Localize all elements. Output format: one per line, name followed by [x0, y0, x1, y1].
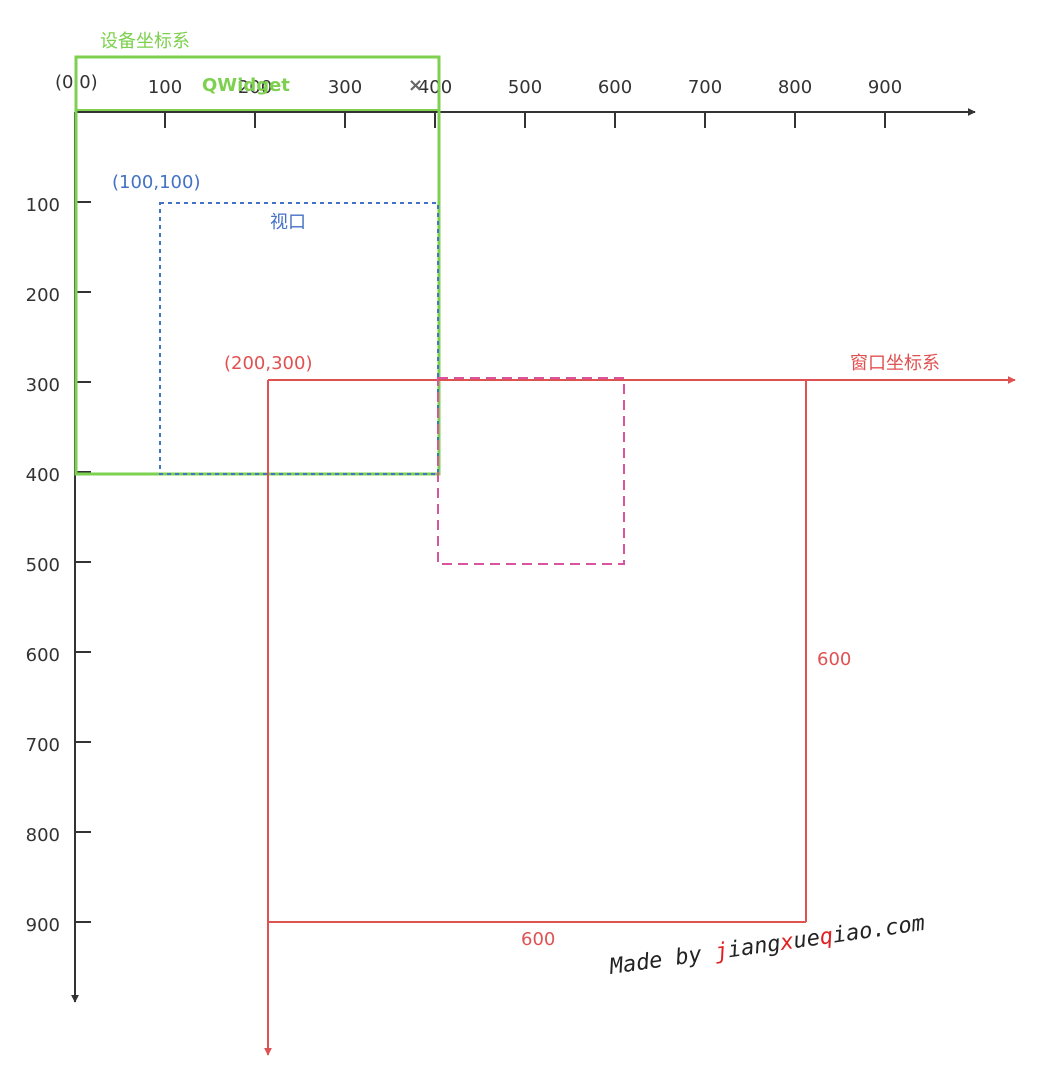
x-tick-label: 200 — [238, 77, 272, 98]
watermark-part: iang — [726, 931, 782, 963]
device-title: 设备坐标系 — [100, 31, 190, 52]
y-tick-label: 800 — [26, 825, 60, 846]
y-tick-label: 900 — [26, 915, 60, 936]
axis-ticks: 100 200 300 400 500 600 700 800 900 100 200 300 400 5… — [26, 77, 903, 936]
window-height: 600 — [817, 649, 851, 670]
x-tick-label: 800 — [778, 77, 812, 98]
y-tick-label: 600 — [26, 645, 60, 666]
window-label: 窗口坐标系 — [850, 353, 940, 374]
x-tick-label: 900 — [868, 77, 902, 98]
window-corner: (200,300) — [224, 353, 312, 374]
x-tick-label: 500 — [508, 77, 542, 98]
viewport-label: 视口 — [270, 212, 306, 233]
x-tick-label: 700 — [688, 77, 722, 98]
watermark-part: j — [713, 939, 730, 966]
watermark-part: ue — [792, 926, 822, 954]
y-tick-label: 500 — [26, 555, 60, 576]
y-tick-label: 100 — [26, 195, 60, 216]
y-tick-label: 400 — [26, 465, 60, 486]
qwidget-frame — [74, 55, 441, 476]
x-tick-label: 400 — [418, 77, 452, 98]
qwidget-title: QWidget — [202, 75, 290, 96]
watermark-part: q — [818, 924, 835, 951]
viewport-corner: (100,100) — [112, 172, 200, 193]
x-tick-label: 300 — [328, 77, 362, 98]
x-tick-label: 600 — [598, 77, 632, 98]
y-tick-label: 200 — [26, 285, 60, 306]
x-tick-label: 100 — [148, 77, 182, 98]
close-button: × — [408, 75, 423, 96]
watermark-part: x — [778, 929, 796, 956]
window-width: 600 — [521, 929, 555, 950]
watermark-part: Made by — [607, 940, 716, 980]
overlap-rect — [437, 377, 625, 565]
y-tick-label: 700 — [26, 735, 60, 756]
viewport-rect — [159, 202, 439, 475]
watermark-part: iao.com — [831, 911, 926, 949]
y-tick-label: 300 — [26, 375, 60, 396]
